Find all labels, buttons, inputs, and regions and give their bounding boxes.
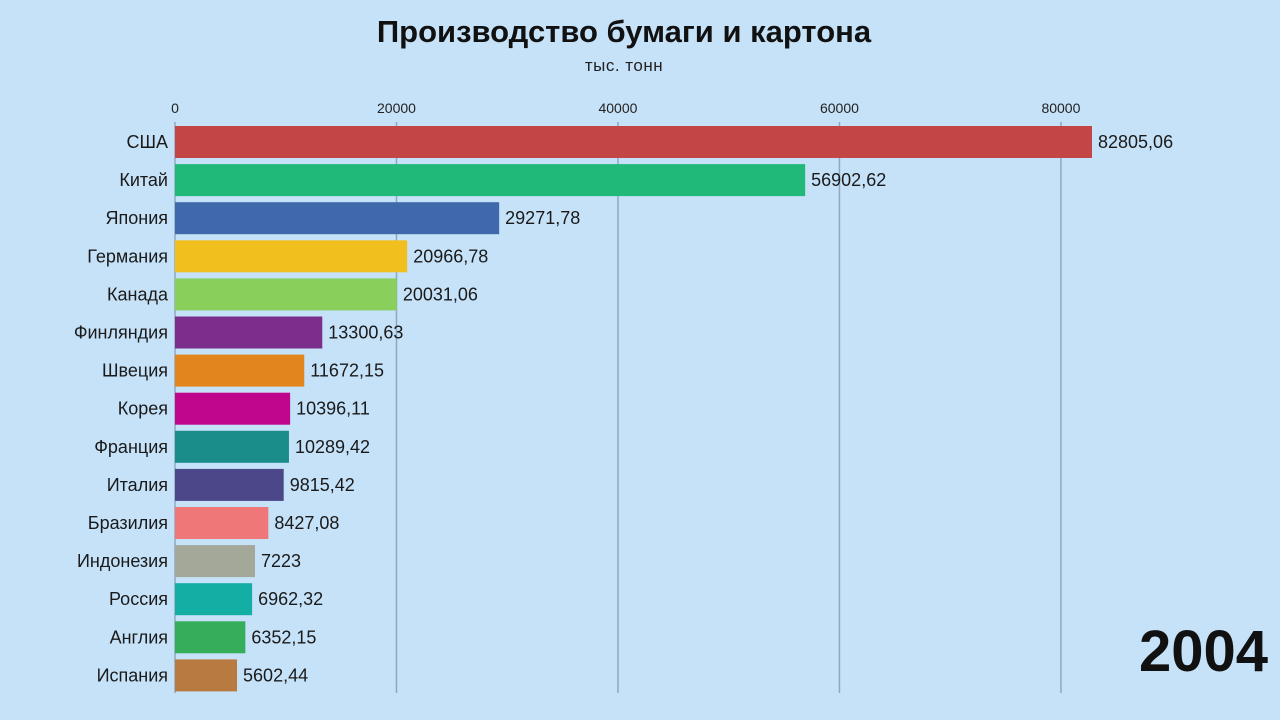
category-label: Япония bbox=[106, 208, 169, 228]
category-label: Италия bbox=[107, 475, 168, 495]
value-label: 8427,08 bbox=[274, 513, 339, 533]
x-tick-label: 0 bbox=[171, 100, 179, 116]
value-label: 20966,78 bbox=[413, 246, 488, 266]
label-layer: 0 20000 40000 60000 80000 США 82805,06 Китай 569… bbox=[74, 100, 1173, 685]
bar bbox=[175, 278, 397, 311]
value-label: 5602,44 bbox=[243, 665, 308, 685]
bar bbox=[175, 392, 291, 425]
x-tick-label: 60000 bbox=[820, 100, 859, 116]
category-label: Германия bbox=[87, 246, 168, 266]
category-label: Канада bbox=[107, 284, 169, 304]
category-label: Финляндия bbox=[74, 323, 168, 343]
bar bbox=[175, 507, 269, 539]
value-label: 11672,15 bbox=[310, 361, 384, 381]
bar bbox=[175, 621, 246, 654]
bar bbox=[175, 240, 408, 273]
value-label: 82805,06 bbox=[1098, 132, 1173, 152]
bar bbox=[175, 583, 253, 616]
bar bbox=[175, 164, 806, 197]
bar-layer bbox=[175, 126, 1092, 692]
value-label: 6352,15 bbox=[251, 627, 316, 647]
category-label: Испания bbox=[97, 665, 168, 685]
x-tick-label: 40000 bbox=[598, 100, 637, 116]
bar bbox=[175, 430, 289, 463]
bar bbox=[175, 202, 500, 235]
bar bbox=[175, 468, 284, 501]
value-label: 13300,63 bbox=[328, 323, 403, 343]
value-label: 6962,32 bbox=[258, 589, 323, 609]
value-label: 20031,06 bbox=[403, 284, 478, 304]
chart-title: Производство бумаги и картона bbox=[376, 14, 872, 49]
category-label: Корея bbox=[118, 399, 168, 419]
category-label: Швеция bbox=[102, 361, 168, 381]
bar bbox=[175, 659, 238, 692]
category-label: Индонезия bbox=[77, 551, 168, 571]
category-label: США bbox=[126, 132, 168, 152]
bar bbox=[175, 126, 1092, 158]
value-label: 9815,42 bbox=[290, 475, 355, 495]
value-label: 56902,62 bbox=[811, 170, 886, 190]
value-label: 10396,11 bbox=[296, 399, 370, 419]
value-label: 7223 bbox=[261, 551, 301, 571]
bar bbox=[175, 354, 305, 387]
value-label: 10289,42 bbox=[295, 437, 370, 457]
category-label: Англия bbox=[110, 627, 168, 647]
category-label: Россия bbox=[109, 589, 168, 609]
value-label: 29271,78 bbox=[505, 208, 580, 228]
x-tick-label: 20000 bbox=[377, 100, 416, 116]
category-label: Франция bbox=[94, 437, 168, 457]
chart-subtitle: тыс. тонн bbox=[584, 56, 664, 75]
category-label: Китай bbox=[119, 170, 168, 190]
category-label: Бразилия bbox=[88, 513, 168, 533]
bar bbox=[175, 316, 323, 349]
bar bbox=[175, 545, 255, 578]
x-tick-label: 80000 bbox=[1041, 100, 1080, 116]
year-annotation: 2004 bbox=[1138, 619, 1268, 684]
